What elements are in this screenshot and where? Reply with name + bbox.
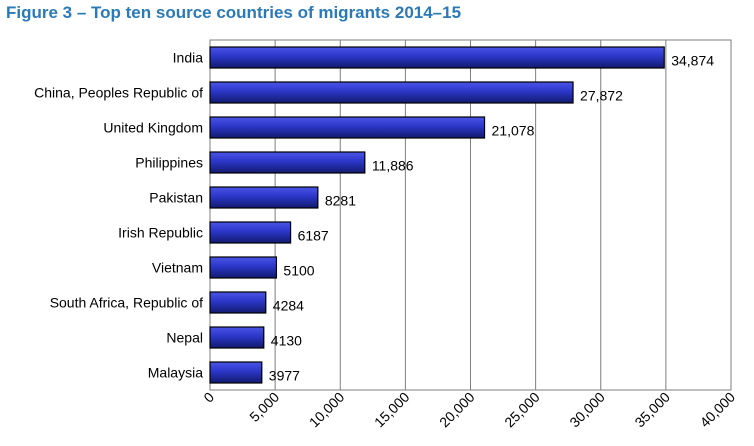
- category-label: Pakistan: [149, 190, 203, 206]
- category-label: India: [173, 50, 204, 66]
- value-label: 8281: [325, 193, 356, 209]
- value-label: 4284: [273, 298, 304, 314]
- bar-6: [209, 256, 278, 279]
- bar-2: [209, 116, 486, 139]
- value-label: 6187: [298, 228, 329, 244]
- x-tick-label: 35,000: [631, 389, 673, 431]
- value-label: 34,874: [671, 53, 714, 69]
- x-tick-label: 40,000: [697, 389, 739, 431]
- x-tick-label: 15,000: [371, 389, 413, 431]
- x-tick-label: 10,000: [306, 389, 348, 431]
- category-label: United Kingdom: [103, 120, 203, 136]
- bar-9: [209, 361, 263, 384]
- value-label: 27,872: [580, 88, 623, 104]
- category-label: Philippines: [135, 155, 203, 171]
- value-labels: 34,874 27,872 21,078 11,886 8281 6187 5100 4284…: [269, 53, 714, 384]
- category-label: Irish Republic: [118, 225, 203, 241]
- bar-8: [209, 326, 265, 349]
- value-label: 11,886: [372, 158, 414, 174]
- bar-1: [209, 81, 574, 104]
- category-label: Vietnam: [152, 260, 203, 276]
- bar-4: [209, 186, 319, 209]
- x-tick-label: 25,000: [501, 389, 543, 431]
- value-label: 21,078: [492, 123, 535, 139]
- bar-5: [209, 221, 292, 244]
- category-label: Malaysia: [148, 365, 203, 381]
- x-tick-label: 30,000: [566, 389, 608, 431]
- category-label: China, Peoples Republic of: [34, 85, 203, 101]
- x-axis-tick-labels: 0 5,000 10,000 15,000 20,000 25,000 30,000 35,0…: [200, 389, 738, 431]
- value-label: 4130: [271, 333, 302, 349]
- category-labels: India China, Peoples Republic of United Ki…: [34, 50, 203, 381]
- x-tick-label: 0: [200, 389, 217, 406]
- bars: [209, 46, 665, 384]
- x-tick-label: 20,000: [436, 389, 478, 431]
- value-label: 3977: [269, 368, 300, 384]
- category-label: Nepal: [166, 330, 203, 346]
- bar-7: [209, 291, 267, 314]
- category-label: South Africa, Republic of: [50, 295, 203, 311]
- figure-title: Figure 3 – Top ten source countries of m…: [6, 3, 462, 22]
- value-label: 5100: [283, 263, 314, 279]
- bar-3: [209, 151, 366, 174]
- x-tick-label: 5,000: [246, 389, 282, 425]
- bar-0: [209, 46, 665, 69]
